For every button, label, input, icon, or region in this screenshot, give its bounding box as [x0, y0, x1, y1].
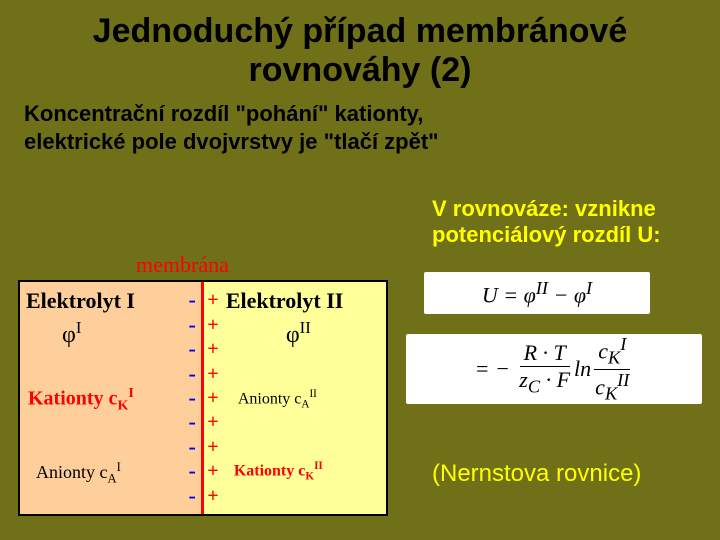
pane-label: φII [286, 318, 311, 349]
right-pane: Elektrolyt II φII Anionty cAII Kationty cKI… [222, 282, 386, 514]
minus-sign: - [188, 411, 195, 433]
plus-sign: + [207, 486, 218, 506]
subtitle-line-2: elektrické pole dvojvrstvy je "tlačí zpě… [24, 128, 696, 156]
equation-potential: U = φII − φI [424, 272, 650, 314]
plus-sign: + [207, 412, 218, 432]
slide-subtitle: Koncentrační rozdíl "pohání" kationty, e… [24, 100, 696, 155]
pane-label: Elektrolyt I [26, 288, 135, 314]
pane-label: Kationty cKI [28, 386, 134, 415]
minus-sign: - [188, 460, 195, 482]
plus-sign: + [207, 315, 218, 335]
nernst-label: (Nernstova rovnice) [432, 460, 641, 488]
pane-label: Elektrolyt II [226, 288, 344, 314]
plus-sign: + [207, 437, 218, 457]
slide-title: Jednoduchý případ membránové rovnováhy (… [24, 12, 696, 90]
equilibrium-note: V rovnováze: vznikne potenciálový rozdíl… [432, 196, 661, 249]
plus-sign: + [207, 461, 218, 481]
minus-strip: --------- [183, 282, 201, 514]
subtitle-line-1: Koncentrační rozdíl "pohání" kationty, [24, 100, 696, 128]
equilibrium-note-line-2: potenciálový rozdíl U: [432, 222, 661, 248]
minus-sign: - [188, 338, 195, 360]
plus-sign: + [207, 388, 218, 408]
pane-label: Anionty cAII [238, 388, 317, 411]
minus-sign: - [188, 485, 195, 507]
minus-sign: - [188, 314, 195, 336]
plus-strip: + + + + + + + + + [204, 282, 222, 514]
minus-sign: - [188, 289, 195, 311]
pane-label: Anionty cAI [36, 460, 121, 487]
plus-sign: + [207, 364, 218, 384]
membrane-diagram: Elektrolyt IφIKationty cKIAnionty cAI --… [18, 280, 388, 516]
equilibrium-note-line-1: V rovnováze: vznikne [432, 196, 661, 222]
plus-sign: + [207, 339, 218, 359]
minus-sign: - [188, 363, 195, 385]
equation-nernst: = − R · TzC · F ln cKIcKII [406, 334, 702, 404]
minus-sign: - [188, 387, 195, 409]
minus-sign: - [188, 436, 195, 458]
plus-sign: + [207, 290, 218, 310]
membrane-label: membrána [136, 252, 229, 278]
pane-label: φI [62, 318, 81, 349]
left-pane: Elektrolyt I φI Kationty cKI Anionty cAI [20, 282, 183, 514]
pane-label: Kationty cKII [234, 460, 323, 483]
